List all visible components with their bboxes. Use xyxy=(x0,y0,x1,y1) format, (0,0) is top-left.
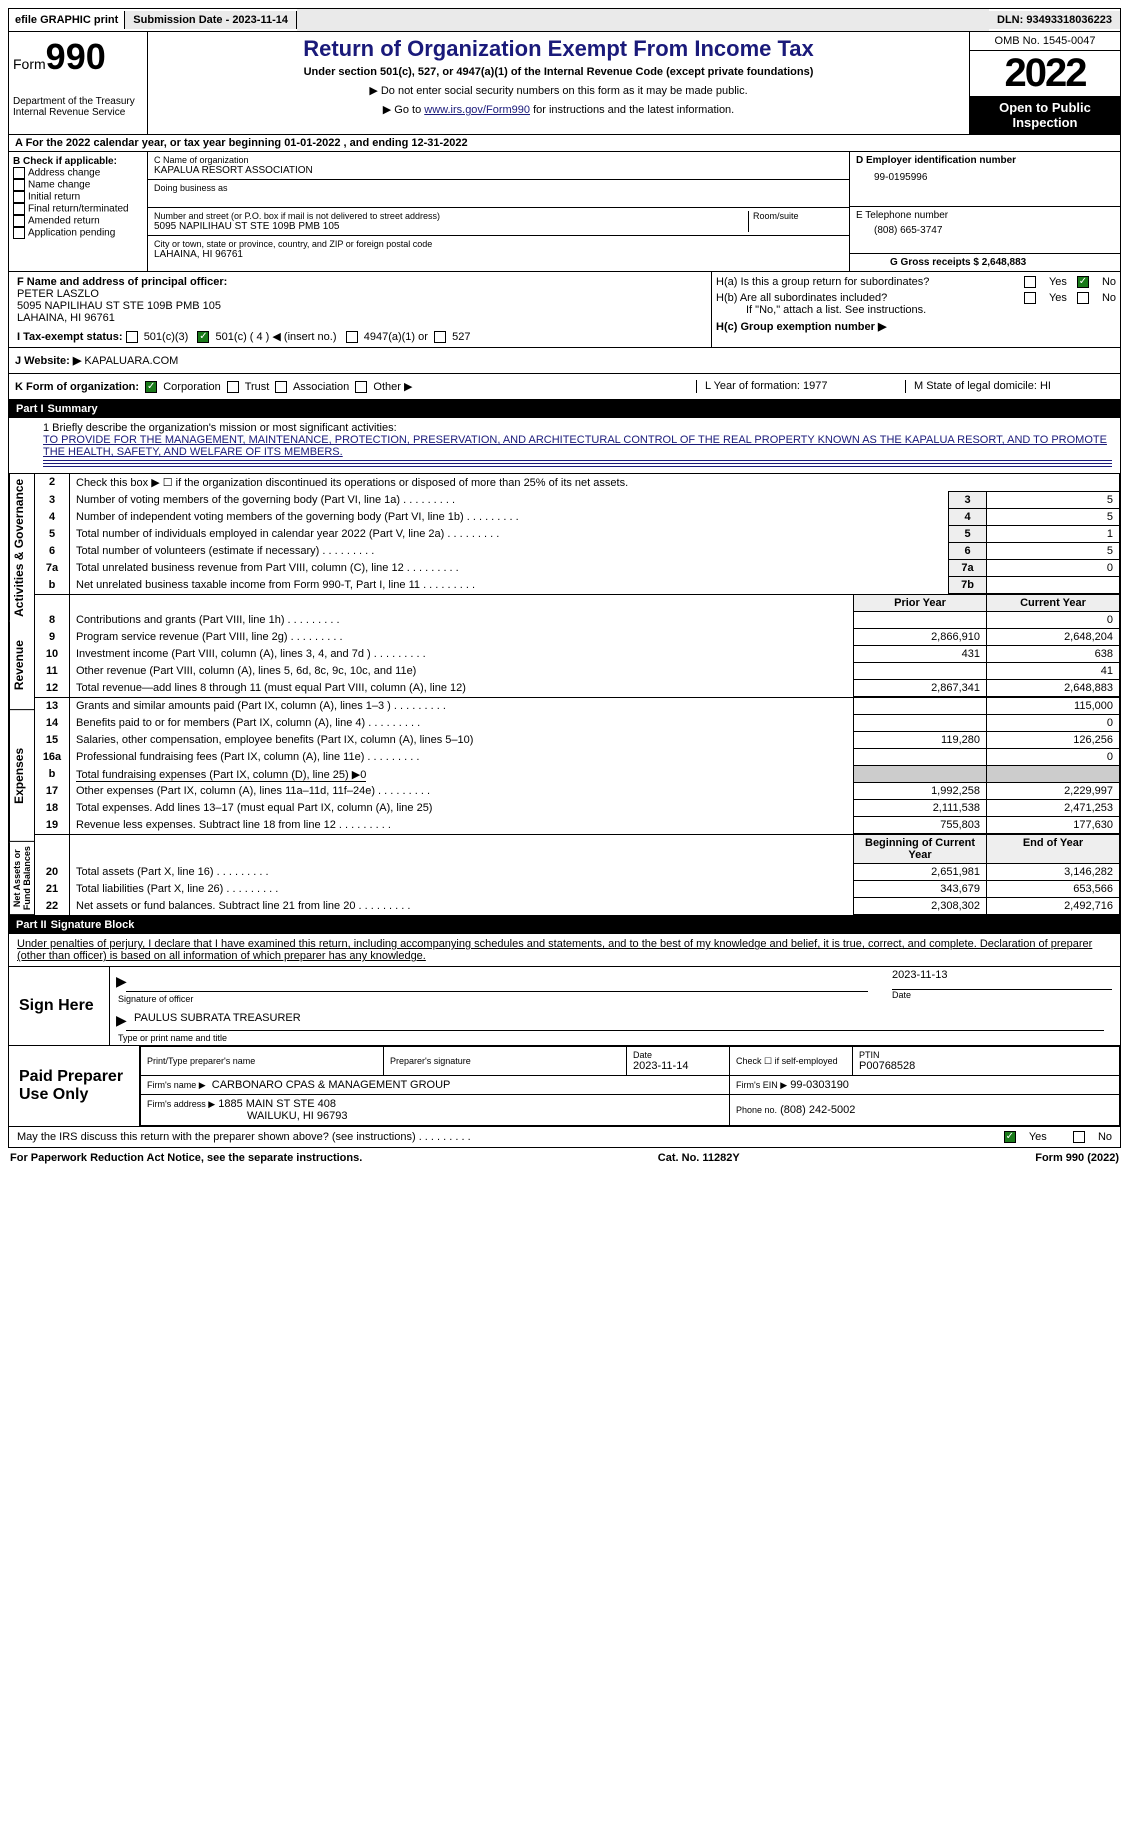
sig-name: PAULUS SUBRATA TREASURER xyxy=(134,1012,301,1024)
cb-discuss-yes[interactable] xyxy=(1004,1131,1016,1143)
col-c-org-info: C Name of organization KAPALUA RESORT AS… xyxy=(148,152,849,271)
summary-table: Activities & Governance Revenue Expenses… xyxy=(8,474,1121,916)
col-f-officer: F Name and address of principal officer:… xyxy=(9,272,711,347)
cb-discuss-no[interactable] xyxy=(1073,1131,1085,1143)
org-city: LAHAINA, HI 96761 xyxy=(154,249,843,260)
dln-label: DLN: 93493318036223 xyxy=(989,11,1120,29)
org-name: KAPALUA RESORT ASSOCIATION xyxy=(154,165,843,176)
row-fh: F Name and address of principal officer:… xyxy=(8,272,1121,348)
ein-value: 99-0195996 xyxy=(856,166,1114,183)
org-name-cell: C Name of organization KAPALUA RESORT AS… xyxy=(148,152,849,180)
vert-activities: Activities & Governance xyxy=(9,474,34,621)
form-word: Form xyxy=(13,56,46,72)
form-goto: ▶ Go to www.irs.gov/Form990 for instruct… xyxy=(152,103,965,116)
discuss-row: May the IRS discuss this return with the… xyxy=(8,1127,1121,1148)
header-right: OMB No. 1545-0047 2022 Open to Public In… xyxy=(969,32,1120,134)
row-j-website: J Website: ▶ KAPALUARA.COM xyxy=(8,348,1121,374)
dept-treasury: Department of the Treasury xyxy=(13,96,143,107)
cb-address-change[interactable]: Address change xyxy=(13,167,143,179)
cb-4947[interactable] xyxy=(346,331,358,343)
cb-association[interactable] xyxy=(275,381,287,393)
row-i-tax-status: I Tax-exempt status: 501(c)(3) 501(c) ( … xyxy=(17,330,703,343)
header-left: Form990 Department of the Treasury Inter… xyxy=(9,32,148,134)
form-note-ssn: ▶ Do not enter social security numbers o… xyxy=(152,84,965,97)
submission-date: Submission Date - 2023-11-14 xyxy=(125,11,297,29)
cb-application-pending[interactable]: Application pending xyxy=(13,227,143,239)
cb-corporation[interactable] xyxy=(145,381,157,393)
tax-year: 2022 xyxy=(970,51,1120,96)
expenses-table: 13Grants and similar amounts paid (Part … xyxy=(34,697,1120,834)
mission-block: 1 Briefly describe the organization's mi… xyxy=(8,418,1121,474)
addr-cell: Number and street (or P.O. box if mail i… xyxy=(148,208,849,236)
topbar-spacer xyxy=(297,9,989,31)
paid-preparer-block: Paid Preparer Use Only Print/Type prepar… xyxy=(8,1046,1121,1127)
cb-name-change[interactable]: Name change xyxy=(13,179,143,191)
top-bar: efile GRAPHIC print Submission Date - 20… xyxy=(8,8,1121,32)
paid-preparer-label: Paid Preparer Use Only xyxy=(9,1046,139,1126)
vert-expenses: Expenses xyxy=(9,710,34,842)
col-b-checkboxes: B Check if applicable: Address change Na… xyxy=(9,152,148,271)
cb-final-return[interactable]: Final return/terminated xyxy=(13,203,143,215)
header-center: Return of Organization Exempt From Incom… xyxy=(148,32,969,134)
vert-netassets: Net Assets or Fund Balances xyxy=(9,842,34,915)
cb-501c3[interactable] xyxy=(126,331,138,343)
section-bcd: B Check if applicable: Address change Na… xyxy=(8,152,1121,272)
cb-trust[interactable] xyxy=(227,381,239,393)
gross-receipts: G Gross receipts $ 2,648,883 xyxy=(890,257,1026,268)
sign-here-block: Sign Here ▶ Signature of officer 2023-11… xyxy=(8,967,1121,1046)
mission-text: TO PROVIDE FOR THE MANAGEMENT, MAINTENAN… xyxy=(43,434,1112,458)
part1-header: Part I Summary xyxy=(8,400,1121,418)
col-d-ein: D Employer identification number 99-0195… xyxy=(849,152,1120,271)
form-subtitle: Under section 501(c), 527, or 4947(a)(1)… xyxy=(152,66,965,78)
netassets-table: Beginning of Current Year End of Year 20… xyxy=(34,834,1120,915)
open-inspection: Open to Public Inspection xyxy=(970,96,1120,134)
activities-table: 2Check this box ▶ ☐ if the organization … xyxy=(34,474,1120,594)
sign-here-label: Sign Here xyxy=(9,967,109,1045)
b-heading: B Check if applicable: xyxy=(13,156,143,167)
state-domicile: M State of legal domicile: HI xyxy=(905,380,1114,393)
phone-value: (808) 665-3747 xyxy=(856,221,1114,236)
form-title: Return of Organization Exempt From Incom… xyxy=(152,36,965,62)
irs-link[interactable]: www.irs.gov/Form990 xyxy=(424,104,530,116)
cb-initial-return[interactable]: Initial return xyxy=(13,191,143,203)
officer-name: PETER LASZLO xyxy=(17,288,703,300)
col-h-group: H(a) Is this a group return for subordin… xyxy=(711,272,1120,347)
row-klm: K Form of organization: Corporation Trus… xyxy=(8,374,1121,400)
org-address: 5095 NAPILIHAU ST STE 109B PMB 105 xyxy=(154,221,748,232)
sig-declaration: Under penalties of perjury, I declare th… xyxy=(8,934,1121,967)
vert-revenue: Revenue xyxy=(9,621,34,710)
year-formation: L Year of formation: 1977 xyxy=(696,380,905,393)
cb-527[interactable] xyxy=(434,331,446,343)
cb-amended-return[interactable]: Amended return xyxy=(13,215,143,227)
irs-label: Internal Revenue Service xyxy=(13,107,143,118)
efile-label[interactable]: efile GRAPHIC print xyxy=(9,11,125,29)
dba-cell: Doing business as xyxy=(148,180,849,208)
form-header: Form990 Department of the Treasury Inter… xyxy=(8,32,1121,135)
form-number: 990 xyxy=(46,36,106,77)
row-a-tax-year: A For the 2022 calendar year, or tax yea… xyxy=(8,135,1121,152)
sig-date: 2023-11-13 xyxy=(892,969,1112,990)
preparer-table: Print/Type preparer's name Preparer's si… xyxy=(140,1046,1120,1126)
cb-other[interactable] xyxy=(355,381,367,393)
omb-number: OMB No. 1545-0047 xyxy=(970,32,1120,51)
city-cell: City or town, state or province, country… xyxy=(148,236,849,263)
cb-501c[interactable] xyxy=(197,331,209,343)
page-footer: For Paperwork Reduction Act Notice, see … xyxy=(8,1148,1121,1168)
part2-header: Part II Signature Block xyxy=(8,916,1121,934)
website-value: KAPALUARA.COM xyxy=(84,355,178,367)
revenue-table: Prior Year Current Year 8Contributions a… xyxy=(34,594,1120,697)
